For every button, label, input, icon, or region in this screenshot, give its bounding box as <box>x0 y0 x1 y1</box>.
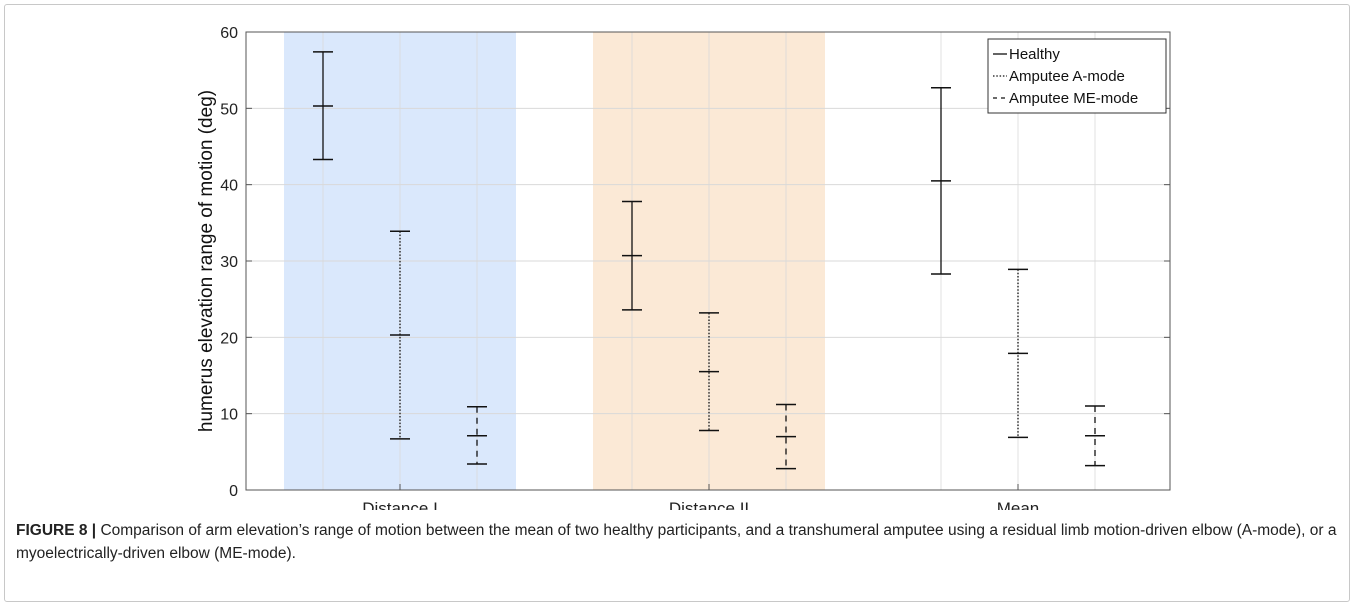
y-tick-label: 0 <box>229 483 238 500</box>
caption-label: FIGURE 8 | <box>16 522 97 539</box>
axes-box <box>245 31 1171 491</box>
error-bar-chart: 0 10 20 30 40 50 60 Distance I Distance II Mean h… <box>196 25 1171 510</box>
legend: Healthy Amputee A-mode Amputee ME-mode <box>987 38 1167 114</box>
y-tick-label: 10 <box>220 407 238 424</box>
axes <box>245 31 1171 491</box>
x-category-label: Distance II <box>669 499 749 510</box>
legend-entry: Amputee A-mode <box>1009 68 1125 85</box>
y-tick-label: 60 <box>220 25 238 42</box>
figure-caption: FIGURE 8 | Comparison of arm elevation’s… <box>16 519 1338 565</box>
y-tick-label: 30 <box>220 254 238 271</box>
x-category-label: Mean <box>997 499 1040 510</box>
legend-box <box>987 38 1167 114</box>
y-axis-title: humerus elevation range of motion (deg) <box>196 90 217 432</box>
legend-entry: Amputee ME-mode <box>1009 90 1138 107</box>
caption-text: Comparison of arm elevation’s range of m… <box>16 522 1337 562</box>
y-tick-label: 50 <box>220 101 238 118</box>
x-category-label: Distance I <box>362 499 438 510</box>
y-tick-label: 40 <box>220 178 238 195</box>
y-tick-label: 20 <box>220 330 238 347</box>
legend-entry: Healthy <box>1009 46 1060 63</box>
error-bars <box>313 51 1105 470</box>
tick-labels: 0 10 20 30 40 50 60 Distance I Distance II Mean <box>220 25 1039 510</box>
